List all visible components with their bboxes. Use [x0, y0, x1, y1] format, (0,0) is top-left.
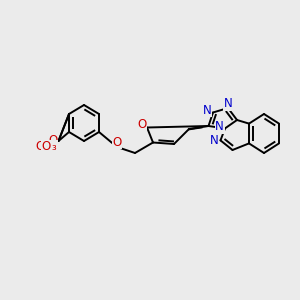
- Text: N: N: [215, 120, 224, 134]
- Text: N: N: [224, 97, 232, 110]
- Text: N: N: [202, 103, 211, 117]
- Text: O: O: [49, 134, 58, 147]
- Text: CH₃: CH₃: [36, 140, 57, 154]
- Text: O: O: [42, 140, 51, 154]
- Text: N: N: [209, 134, 218, 147]
- Text: O: O: [137, 118, 146, 131]
- Text: O: O: [112, 136, 122, 149]
